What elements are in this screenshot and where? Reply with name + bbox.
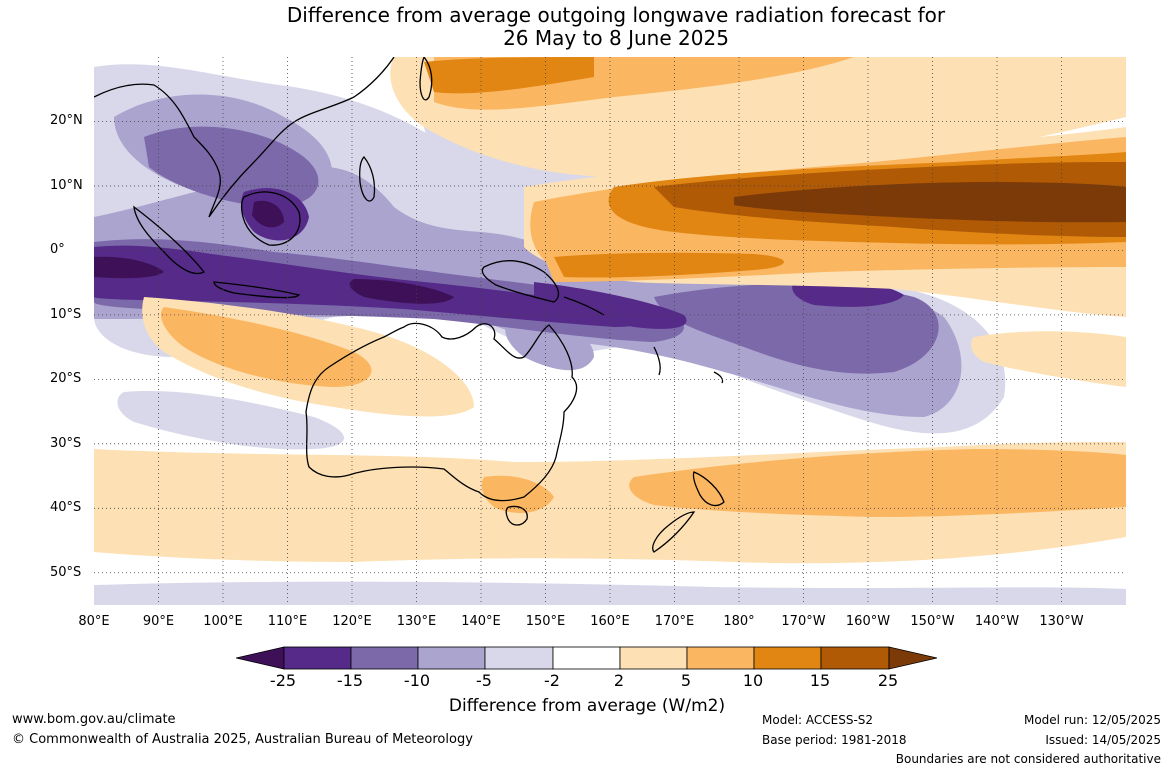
colorbar-segment-neg5-neg2 [484, 646, 554, 670]
java-coastline [213, 281, 301, 299]
latitude-label: 20°N [50, 113, 83, 129]
sumatra-coastline [133, 205, 206, 275]
neg2-south-indian [117, 391, 344, 450]
footer-base-period: Base period: 1981-2018 [762, 733, 907, 747]
colorbar-segment-neg15-neg10 [350, 646, 419, 670]
title-line-1: Difference from average outgoing longwav… [286, 3, 946, 27]
pos25-equatorial-core [734, 182, 1126, 223]
philippines-coastline [358, 156, 376, 202]
japan-coastline [419, 57, 433, 101]
longitude-label: 110°E [267, 614, 308, 629]
coastlines [94, 57, 725, 553]
footer-copyright: © Commonwealth of Australia 2025, Austra… [12, 732, 473, 747]
longitude-label: 100°E [203, 614, 243, 629]
longitude-label: 170°E [654, 614, 695, 629]
longitude-label: 130°E [396, 614, 437, 629]
colorbar-segment-pos10-pos15 [753, 646, 822, 670]
asia-coastline [94, 57, 395, 218]
footer-model: Model: ACCESS-S2 [762, 713, 874, 727]
colorbar-tick-label: -15 [336, 671, 364, 690]
colorbar-svg [235, 646, 938, 670]
longitude-label: 160°W [845, 614, 891, 629]
australia-coastline [305, 322, 578, 502]
colorbar-tick-label: 15 [809, 671, 831, 690]
colorbar-tick-label: 2 [613, 671, 625, 690]
pos5-southern-pacific [629, 449, 1126, 517]
latitude-label: 20°S [50, 371, 82, 387]
longitude-label: 160°E [590, 614, 630, 629]
new-zealand-south-coastline [652, 511, 696, 553]
anomaly-map [94, 57, 1126, 605]
colorbar [235, 646, 938, 670]
footer-model-run: Model run: 12/05/2025 [1023, 713, 1161, 727]
colorbar-tick-label: 5 [680, 671, 692, 690]
colorbar-segment-pos5-pos10 [686, 646, 755, 670]
colorbar-segment-neg10-neg5 [417, 646, 486, 670]
pos5-south-indian [160, 307, 372, 387]
colorbar-title: Difference from average (W/m2) [448, 696, 726, 716]
latitude-label: 0° [50, 242, 65, 258]
pos5-tasman [481, 475, 554, 513]
latitude-label: 10°S [50, 306, 82, 322]
longitude-label: 120°E [332, 614, 372, 629]
latitude-label: 40°S [50, 500, 82, 516]
longitude-label: 140°E [461, 614, 501, 629]
latitude-label: 30°S [50, 435, 82, 451]
colorbar-tick-label: -2 [544, 671, 560, 690]
new-zealand-north-coastline [692, 471, 725, 507]
longitude-label: 180° [723, 614, 755, 629]
vanuatu-fiji-coastline [653, 346, 724, 384]
neg25-core-java [349, 279, 454, 304]
neg10-spcz [654, 283, 939, 374]
graticule [94, 57, 1126, 605]
colorbar-tick-label: 25 [877, 671, 899, 690]
neg25-core-west [94, 256, 164, 279]
anomaly-map-svg [94, 57, 1126, 605]
footer-disclaimer: Boundaries are not considered authoritat… [895, 752, 1161, 766]
colorbar-segment-pos15-pos25 [820, 646, 890, 670]
colorbar-pos25-triangle [888, 646, 938, 670]
neg25-core-borneo [252, 200, 284, 228]
pos10-equator-south [554, 252, 784, 278]
neg10-indochina [144, 126, 319, 207]
colorbar-tick-label: -10 [403, 671, 431, 690]
colorbar-segment-neg25-neg15 [283, 646, 352, 670]
pos10-north-band [424, 57, 594, 94]
new-guinea-coastline [481, 260, 560, 303]
longitude-label: 90°E [142, 614, 175, 629]
footer-url[interactable]: www.bom.gov.au/climate [12, 712, 176, 727]
longitude-label: 130°W [1039, 614, 1084, 629]
borneo-coastline [240, 191, 301, 246]
colorbar-segment-pos2-pos5 [619, 646, 688, 670]
latitude-label: 50°S [50, 564, 82, 580]
colorbar-tick-label: -25 [269, 671, 297, 690]
map-title: Difference from average outgoing longwav… [210, 4, 1022, 50]
longitude-label: 150°E [525, 614, 566, 629]
longitude-label: 170°W [781, 614, 826, 629]
solomon-coastline [563, 296, 605, 316]
pos2-east-pacific [971, 331, 1126, 387]
colorbar-segment-neg2-pos2 [552, 646, 621, 670]
longitude-label: 150°W [910, 614, 955, 629]
colorbar-tick-label: 10 [742, 671, 764, 690]
footer-issued: Issued: 14/05/2025 [1045, 733, 1161, 747]
latitude-label: 10°N [50, 177, 83, 193]
colorbar-tick-label: -5 [476, 671, 492, 690]
title-line-2: 26 May to 8 June 2025 [503, 26, 729, 50]
longitude-label: 80°E [78, 614, 110, 629]
colorbar-neg25-triangle [235, 646, 285, 670]
longitude-label: 140°W [974, 614, 1020, 629]
